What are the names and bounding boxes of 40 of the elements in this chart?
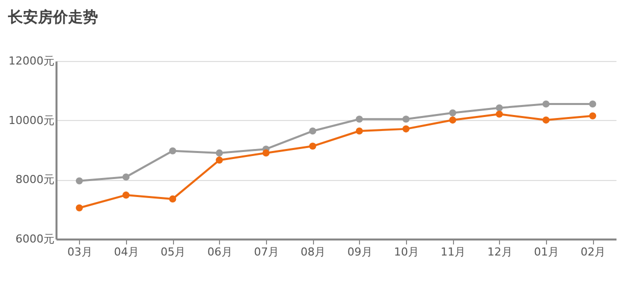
point bbox=[216, 149, 223, 156]
point bbox=[262, 149, 270, 156]
y-tick-label: 12000元 bbox=[8, 54, 54, 68]
x-tick-label: 02月 bbox=[580, 246, 606, 258]
point bbox=[169, 195, 176, 202]
x-tick-label: 08月 bbox=[300, 246, 326, 258]
x-tick-label: 03月 bbox=[67, 246, 92, 258]
point bbox=[169, 147, 176, 154]
y-tick-label: 8000元 bbox=[16, 173, 54, 186]
point bbox=[542, 116, 550, 124]
x-tick-label: 12月 bbox=[487, 246, 512, 258]
point bbox=[449, 116, 456, 124]
point bbox=[496, 110, 503, 118]
x-tick-label: 04月 bbox=[114, 246, 139, 258]
x-tick-label: 09月 bbox=[347, 246, 372, 258]
point bbox=[402, 116, 410, 123]
point bbox=[589, 112, 596, 120]
x-tick-label: 07月 bbox=[254, 246, 279, 258]
x-tick-label: 10月 bbox=[394, 246, 419, 258]
x-tick-label: 11月 bbox=[440, 246, 466, 258]
chart-title: 长安房价走势 bbox=[7, 8, 98, 26]
point bbox=[122, 173, 130, 181]
x-tick-label: 01月 bbox=[534, 246, 559, 258]
point bbox=[449, 109, 456, 116]
x-tick-label: 06月 bbox=[207, 246, 232, 258]
point bbox=[76, 177, 83, 184]
point bbox=[496, 104, 503, 112]
point bbox=[589, 100, 596, 108]
point bbox=[356, 127, 363, 135]
point bbox=[76, 204, 83, 212]
y-tick-label: 10000元 bbox=[8, 114, 54, 127]
point bbox=[122, 192, 130, 199]
point bbox=[309, 127, 316, 135]
y-tick-label: 6000元 bbox=[16, 232, 54, 246]
point bbox=[542, 100, 550, 108]
x-tick-label: 05月 bbox=[160, 246, 186, 258]
point bbox=[356, 116, 363, 123]
point bbox=[309, 142, 316, 150]
point bbox=[402, 125, 410, 132]
point bbox=[216, 156, 223, 164]
